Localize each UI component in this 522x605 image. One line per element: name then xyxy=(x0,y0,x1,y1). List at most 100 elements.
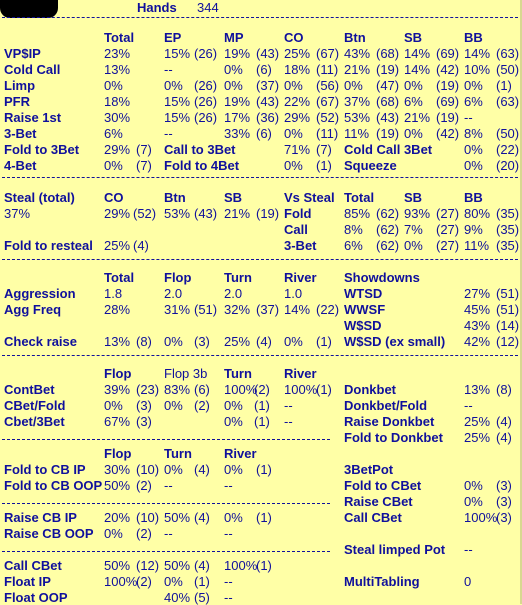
defense-count: (35) xyxy=(496,206,520,221)
cbet-value: 0% xyxy=(104,398,123,413)
aggr-river-value: 0% xyxy=(284,334,303,349)
stat-value: 0% xyxy=(284,78,303,93)
pot3b-count: (3) xyxy=(496,494,512,509)
donk-count: (4) xyxy=(496,430,512,445)
stat-count: (26) xyxy=(194,110,218,125)
showdown-label: W$SD xyxy=(344,318,382,333)
cbet-count: (23) xyxy=(136,382,160,397)
stat-row-label: Limp xyxy=(4,78,36,93)
stat-count: (52) xyxy=(316,110,340,125)
stat-row-label: 4-Bet xyxy=(4,158,37,173)
defense-value: 0% xyxy=(404,238,423,253)
steal-total-value: 37% xyxy=(4,206,31,221)
aggr-col-turn: Turn xyxy=(224,270,252,285)
facing-value: 50% xyxy=(104,478,131,493)
separator xyxy=(2,259,518,260)
col-mp: MP xyxy=(224,30,244,45)
steal-sb-value: 21% xyxy=(224,206,251,221)
cbet-value: 100% xyxy=(284,382,318,397)
stat-value: 6% xyxy=(464,94,483,109)
stat-count: (7) xyxy=(136,142,152,157)
stat-row-label: Cold Call xyxy=(4,62,61,77)
cbet-row-label: ContBet xyxy=(4,382,55,397)
stat-count: (50) xyxy=(496,126,520,141)
stat-value: -- xyxy=(464,110,473,125)
cbet-count: (1) xyxy=(254,398,270,413)
stat-count: (43) xyxy=(376,110,400,125)
aggr-flop-count: (3) xyxy=(194,334,210,349)
cbet-value: 100% xyxy=(224,382,258,397)
stat-value: 43% xyxy=(344,46,371,61)
hands-label: Hands xyxy=(137,0,177,15)
showdown-value: 43% xyxy=(464,318,491,333)
showdown-count: (51) xyxy=(496,286,520,301)
facing-value: 0% xyxy=(224,510,243,525)
facing-row-label: Float IP xyxy=(4,574,51,589)
showdown-count: (12) xyxy=(496,334,520,349)
stat-count: (63) xyxy=(496,46,520,61)
facing-value: 30% xyxy=(104,462,131,477)
stat-row-label: Cold Call 3Bet xyxy=(344,142,433,157)
donk-value: 25% xyxy=(464,414,491,429)
aggr-col-total: Total xyxy=(104,270,135,285)
defense-value: 93% xyxy=(404,206,431,221)
defense-count: (35) xyxy=(496,222,520,237)
stat-value: 11% xyxy=(344,126,370,141)
cbet-count: (2) xyxy=(194,398,210,413)
separator xyxy=(2,503,330,504)
stat-count: (36) xyxy=(256,110,280,125)
stat-count: (43) xyxy=(256,94,280,109)
cbet-count: (6) xyxy=(194,382,210,397)
facing-value: 40% xyxy=(164,590,191,605)
facing-count: (1) xyxy=(256,558,272,573)
facing-count: (10) xyxy=(136,510,160,525)
stat-row-label: Squeeze xyxy=(344,158,397,173)
pot3b-count: (3) xyxy=(496,478,512,493)
aggr-turn-value: 2.0 xyxy=(224,286,243,301)
cbet-row-label: CBet/Fold xyxy=(4,398,66,413)
stat-value: 25% xyxy=(284,46,311,61)
donk-value: 13% xyxy=(464,382,491,397)
cbet-value: -- xyxy=(284,414,293,429)
steal-limped-pot-value: -- xyxy=(464,542,473,557)
stat-value: 0% xyxy=(164,78,183,93)
cbet-col-turn: Turn xyxy=(224,366,252,381)
defense-count: (35) xyxy=(496,238,520,253)
pot3b-value: 0% xyxy=(464,494,483,509)
stat-count: (47) xyxy=(376,78,400,93)
aggr-col-river: River xyxy=(284,270,317,285)
stat-count: (20) xyxy=(496,158,520,173)
stat-value: 14% xyxy=(404,46,431,61)
aggr-flop-value: 0% xyxy=(164,334,183,349)
facing-value: 0% xyxy=(164,462,183,477)
cbet-value: 67% xyxy=(104,414,131,429)
stat-row-label: Call to 3Bet xyxy=(164,142,236,157)
stat-value: 0% xyxy=(464,142,483,157)
aggr-col-flop: Flop xyxy=(164,270,192,285)
stat-total-value: 13% xyxy=(104,62,131,77)
stat-value: 29% xyxy=(284,110,311,125)
stat-value: 18% xyxy=(284,62,311,77)
donk-row-label: Donkbet xyxy=(344,382,396,397)
stat-value: 19% xyxy=(224,94,251,109)
aggr-river-count: (22) xyxy=(316,302,340,317)
stat-count: (69) xyxy=(436,94,460,109)
col-btn: Btn xyxy=(344,30,366,45)
multitabling-value: 0 xyxy=(464,574,472,589)
stat-row-label: 3-Bet xyxy=(4,126,37,141)
showdown-label: WWSF xyxy=(344,302,386,317)
aggr-flop-value: 31% xyxy=(164,302,191,317)
stat-total-value: 6% xyxy=(104,126,123,141)
aggr-turn-value: 32% xyxy=(224,302,251,317)
facing-value: 100% xyxy=(224,558,258,573)
showdowns-header: Showdowns xyxy=(344,270,420,285)
facing-value: -- xyxy=(224,526,233,541)
stat-total-value: 0% xyxy=(104,78,123,93)
showdown-count: (14) xyxy=(496,318,520,333)
defense-count: (62) xyxy=(376,206,400,221)
stat-total-value: 18% xyxy=(104,94,131,109)
stat-count: (19) xyxy=(376,126,400,141)
facing-value: -- xyxy=(224,478,233,493)
facing-count: (5) xyxy=(194,590,210,605)
